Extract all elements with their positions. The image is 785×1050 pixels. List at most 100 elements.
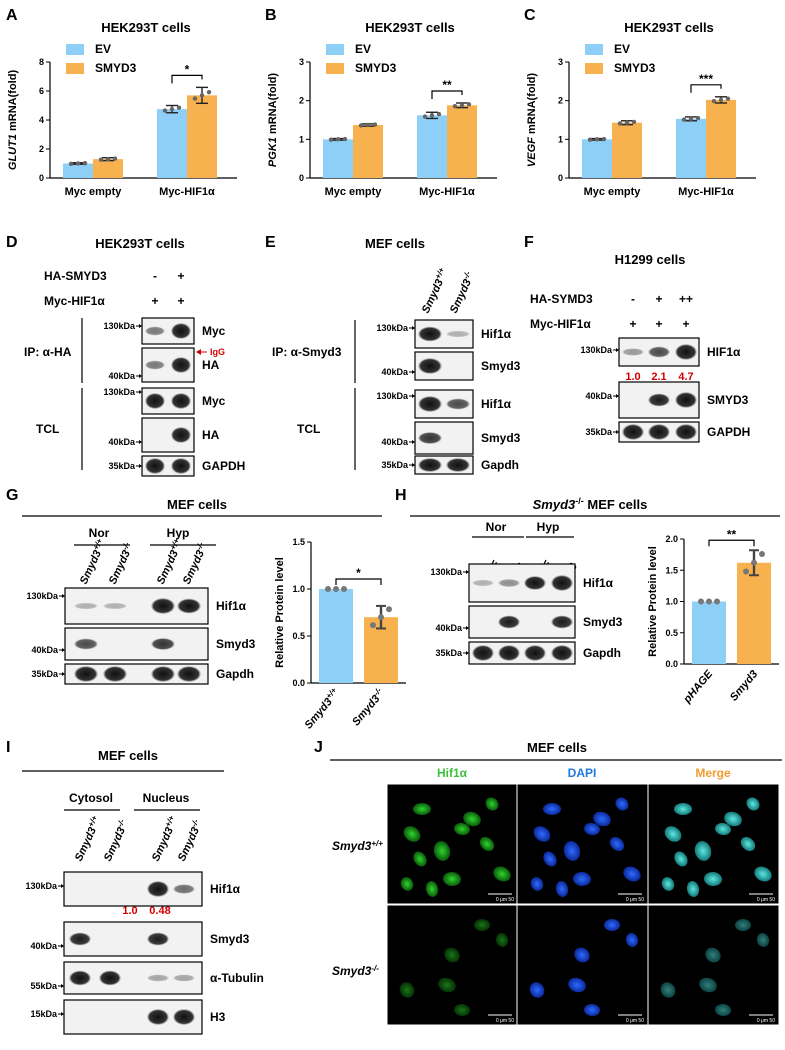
panel-letter-b: B: [265, 7, 277, 24]
data-point: [206, 89, 212, 95]
panel-f-row1-val-2: +: [655, 292, 662, 306]
y-tick-label: 3: [558, 57, 563, 67]
blot-band: [74, 602, 98, 610]
y-axis-label-suffix: mRNA(fold): [267, 73, 279, 137]
y-tick-label: 1.0: [665, 597, 678, 607]
x-tick-label: Myc empty: [584, 186, 642, 198]
nucleus: [454, 822, 470, 836]
y-axis-label-suffix: mRNA(fold): [7, 70, 19, 134]
nucleus: [664, 826, 682, 842]
marker-arrowhead: [466, 626, 469, 630]
blot-band: [498, 579, 520, 587]
blot-band: [446, 458, 470, 472]
nucleus: [704, 871, 722, 887]
y-axis-label-gene: GLUT1: [7, 134, 19, 170]
y-tick-label: 2: [299, 96, 304, 106]
data-point: [714, 598, 720, 605]
lane-label-0: Smyd3+/+: [418, 266, 451, 316]
blot-band: [418, 432, 442, 444]
x-tick-label: Myc empty: [325, 186, 383, 198]
marker-2: 130kDa: [376, 391, 409, 401]
data-point: [587, 137, 593, 142]
panel-i-title: MEF cells: [98, 748, 158, 763]
panel-f-row2-label: Myc-HIF1α: [530, 317, 591, 331]
y-axis-label-gene: PGK1: [267, 137, 279, 167]
panel-f-row2-val-3: +: [682, 317, 689, 331]
x-tick-gene: Smyd3: [302, 696, 334, 731]
marker-1: 40kDa: [381, 367, 409, 377]
blot-band: [551, 645, 573, 661]
panel-d-title: HEK293T cells: [95, 236, 185, 251]
data-point: [695, 115, 701, 121]
y-tick-label: 0.0: [292, 678, 305, 688]
scale-bar-label: 0 μm 50: [496, 1018, 514, 1024]
nucleus: [740, 837, 756, 851]
y-tick-label: 0.5: [292, 631, 305, 641]
blot-band: [177, 598, 201, 614]
bar-0: [692, 601, 726, 664]
lane-label-gene: Smyd3: [73, 825, 99, 863]
blot-band: [648, 393, 670, 407]
lane-label-gene: Smyd3: [107, 548, 133, 586]
lane-label-gene: Smyd3: [155, 548, 181, 586]
marker-arrowhead: [62, 672, 65, 676]
scale-bar-label: 0 μm 50: [496, 897, 514, 903]
lane-label-genotype: +/+: [163, 814, 176, 829]
bar-chart-a: 0 2 4 6 8 GLUT1 mRNA(fold) Myc empty Myc-HIF1α *…: [7, 42, 237, 198]
nucleus: [400, 877, 414, 891]
blot-band: [622, 424, 644, 440]
band-label-0: Hif1α: [216, 599, 247, 613]
channel-label-hif1a: Hif1α: [437, 766, 468, 780]
blot-band: [675, 392, 697, 408]
nucleus: [463, 811, 481, 827]
panel-letter-f: F: [524, 234, 534, 251]
bar-chart-h: 0.0 0.5 1.0 1.5 2.0 Relative Protein level pHA…: [647, 527, 779, 706]
panel-e-tcl-label: TCL: [297, 422, 320, 436]
data-point: [333, 586, 339, 592]
panel-letter-d: D: [6, 234, 18, 251]
panel-letter-g: G: [6, 487, 18, 504]
band-label-3: H3: [210, 1010, 226, 1024]
blot-band: [418, 458, 442, 472]
bar-0: [319, 589, 353, 683]
nucleus: [479, 837, 495, 851]
band-label-1: Smyd3: [583, 615, 623, 629]
marker-2: 55kDa: [30, 981, 58, 991]
panel-h-title-rest: MEF cells: [584, 497, 648, 512]
bar-smyd3-0: [353, 125, 383, 178]
panel-h-group-1: Nor: [486, 520, 507, 534]
data-point: [378, 614, 384, 621]
nucleus: [413, 851, 427, 867]
data-point: [75, 161, 81, 166]
data-point: [372, 122, 378, 127]
bar-smyd3-0: [93, 159, 123, 178]
marker-2: 35kDa: [585, 427, 613, 437]
nucleus: [530, 877, 544, 891]
marker-arrowhead: [466, 570, 469, 574]
data-point: [328, 137, 334, 142]
bar-ev-1: [157, 109, 187, 178]
data-point: [751, 559, 757, 566]
panel-e-title: MEF cells: [365, 236, 425, 251]
blot-band: [551, 615, 573, 629]
band-label-3: HA: [202, 428, 220, 442]
blot-band: [551, 575, 573, 591]
lane-label-genotype: -/-: [115, 817, 126, 828]
data-point: [681, 117, 687, 122]
y-tick-label: 0: [299, 173, 304, 183]
marker-4: 35kDa: [108, 461, 136, 471]
panel-letter-h: H: [395, 487, 407, 504]
chart-title-b: HEK293T cells: [365, 20, 455, 35]
panel-h-title: Smyd3-/- MEF cells: [533, 496, 648, 512]
panel-i-blot: MEF cells Cytosol Nucleus 1.0 0.48 Smyd3…: [22, 748, 264, 1035]
panel-j-microscopy: MEF cells Hif1α DAPI Merge Smyd3+/+ Smyd…: [330, 740, 782, 1026]
band-label-0: HIF1α: [707, 345, 741, 359]
blot-band: [171, 458, 191, 474]
significance-label: *: [356, 566, 361, 580]
x-tick-label-1: Smyd3: [728, 668, 760, 703]
nucleus: [674, 851, 688, 867]
marker-arrowhead: [139, 440, 142, 444]
blot-band: [622, 348, 644, 356]
marker-arrowhead: [616, 348, 619, 352]
nucleus: [699, 977, 717, 993]
